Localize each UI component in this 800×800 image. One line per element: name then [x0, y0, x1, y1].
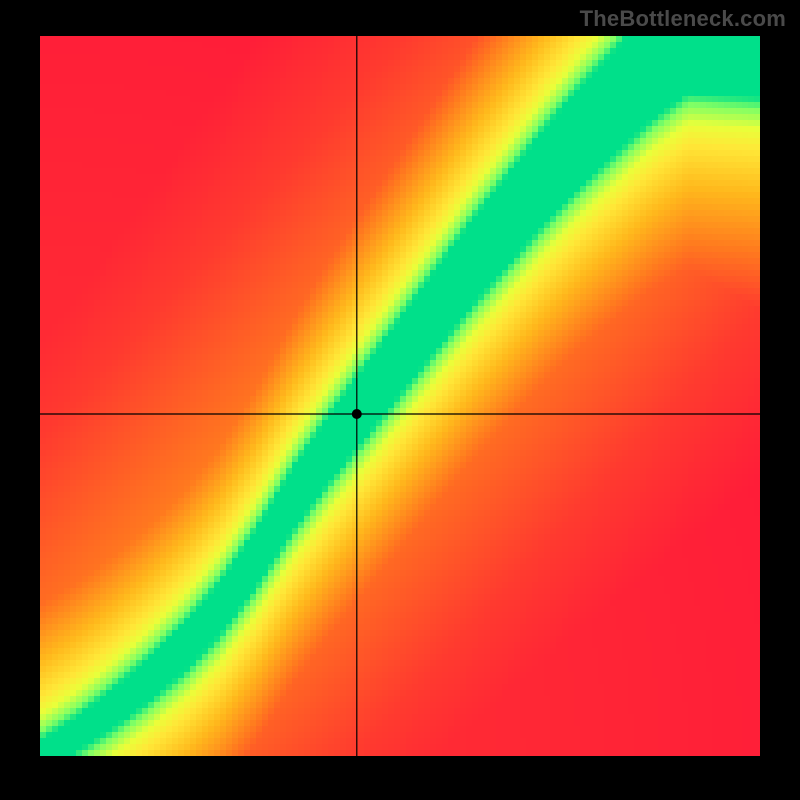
figure-container: TheBottleneck.com	[0, 0, 800, 800]
watermark-text: TheBottleneck.com	[580, 6, 786, 32]
bottleneck-heatmap	[40, 36, 760, 756]
